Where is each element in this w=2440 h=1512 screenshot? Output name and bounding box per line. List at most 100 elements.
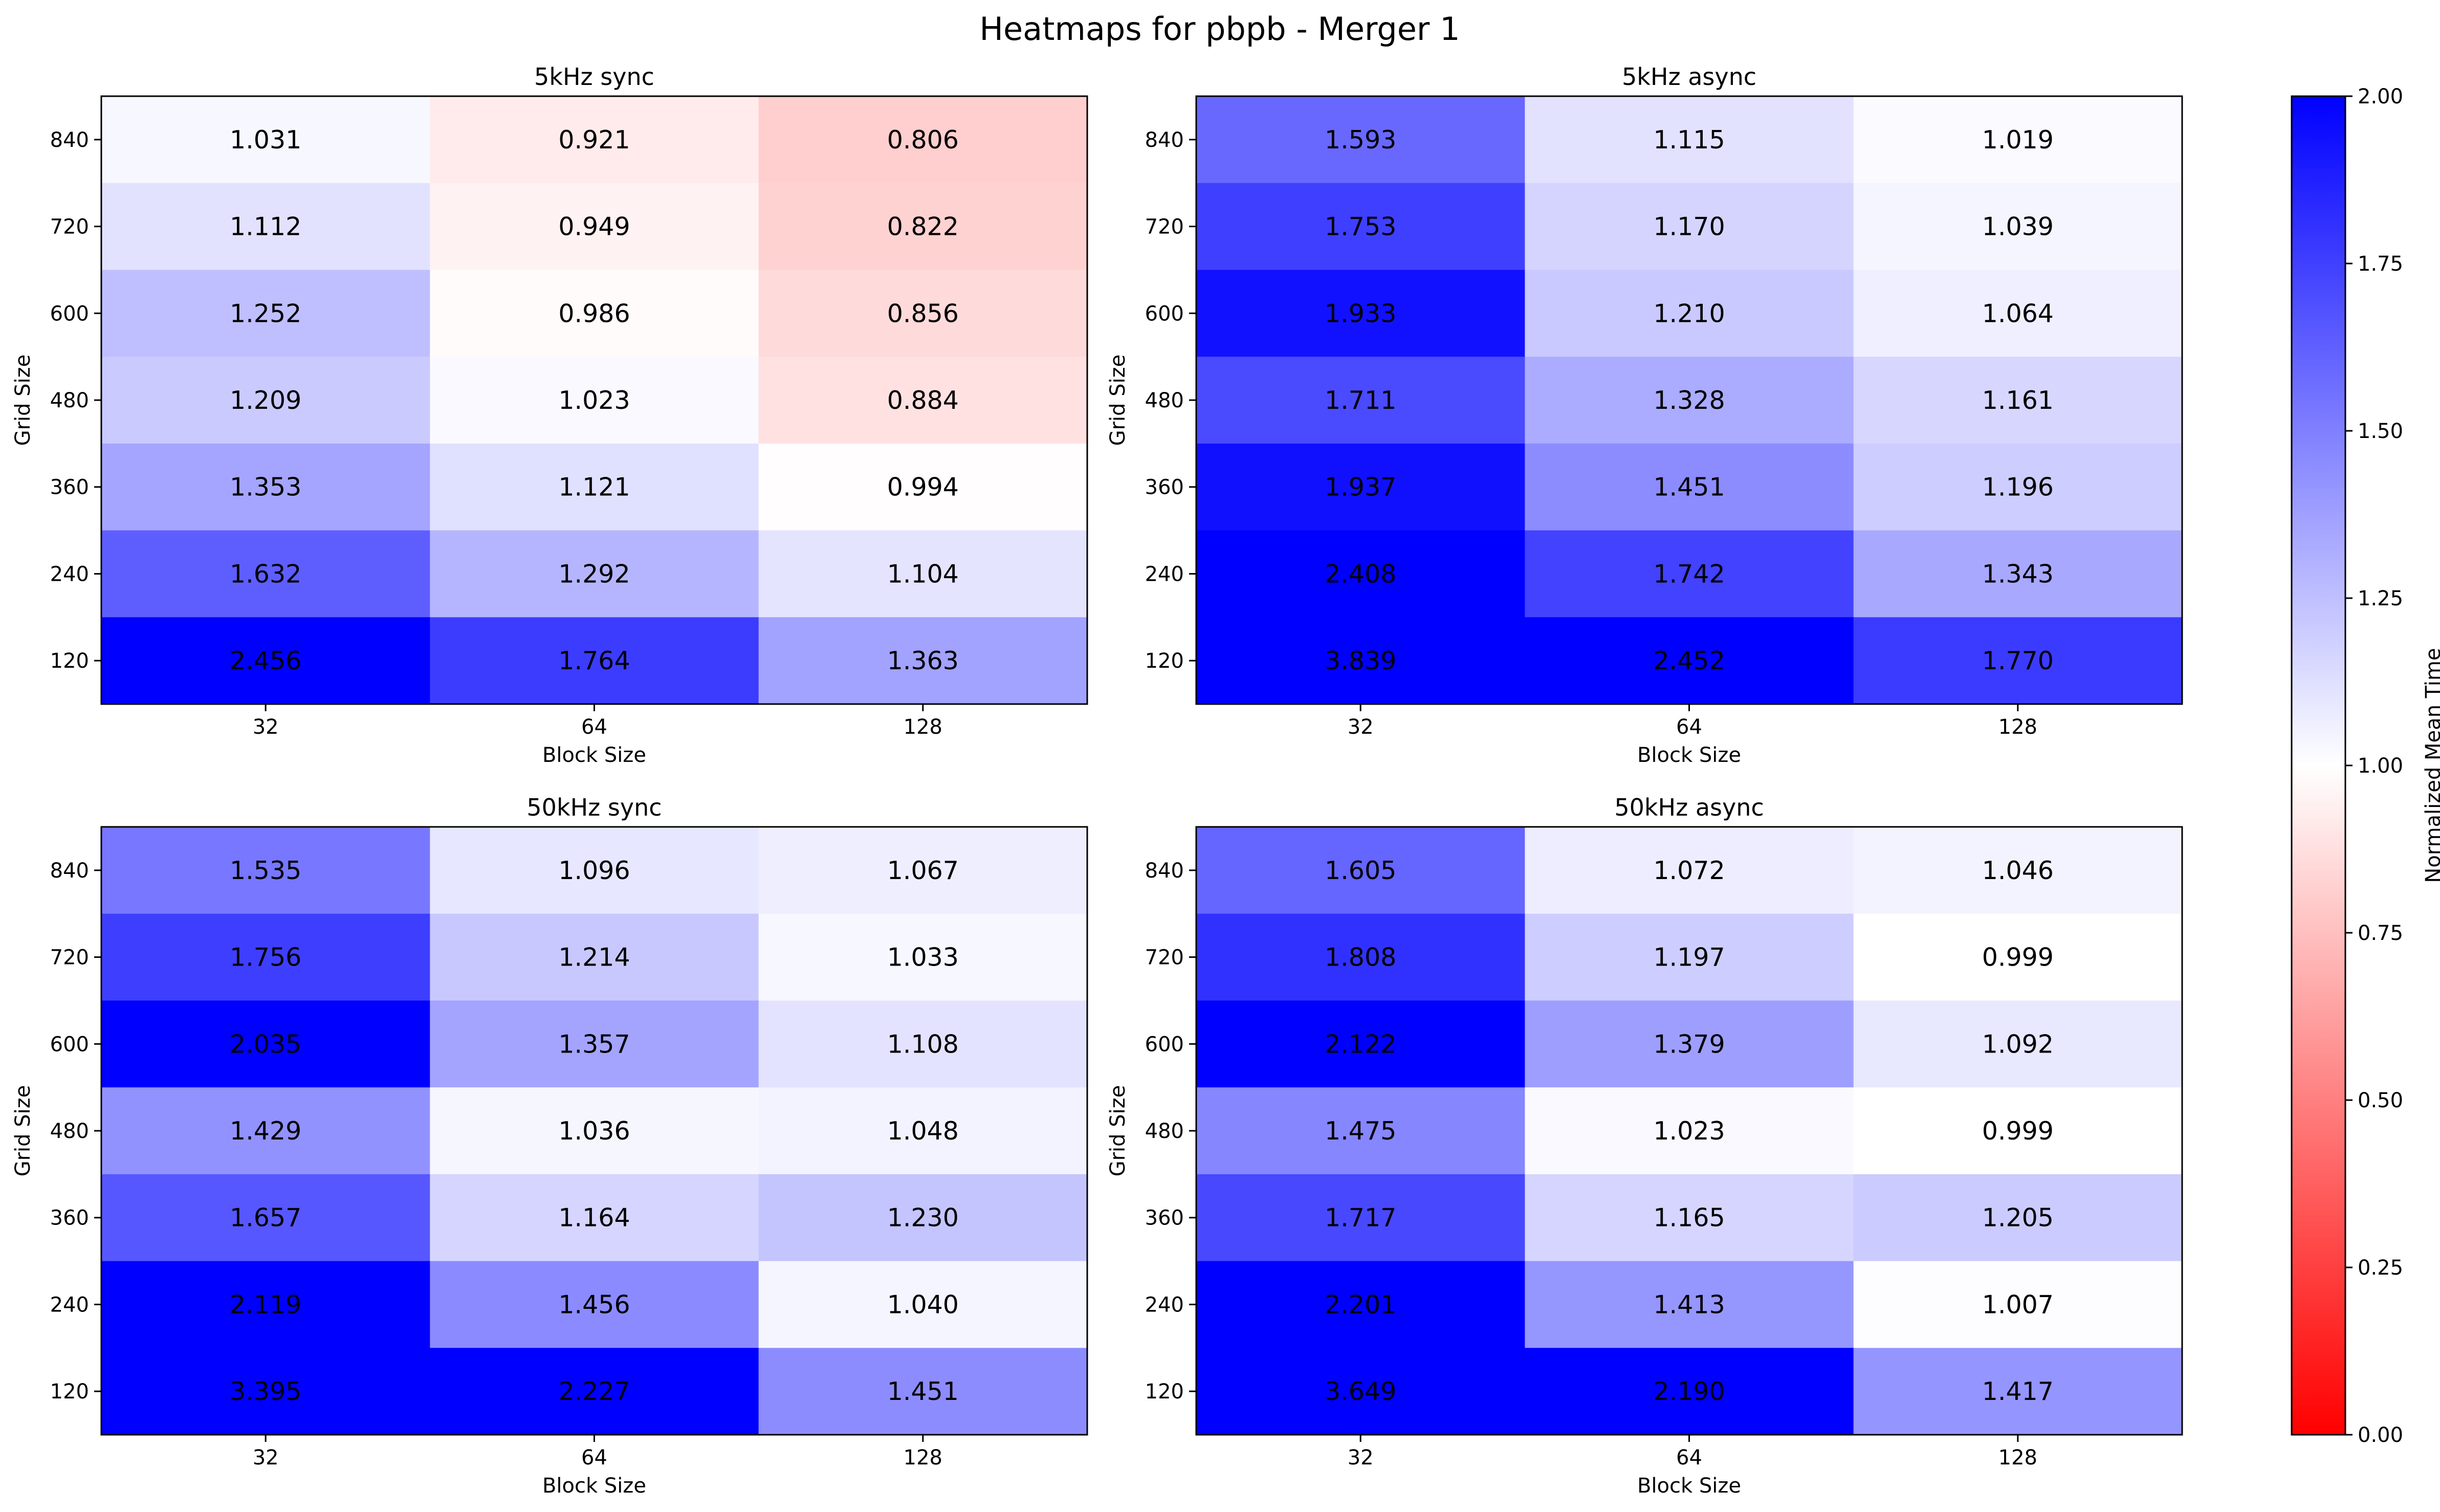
- cell-value-label: 2.035: [230, 1029, 301, 1059]
- colorbar-tick-label: 1.75: [2358, 252, 2403, 276]
- cell-value-label: 1.475: [1325, 1116, 1396, 1146]
- cell-value-label: 2.122: [1325, 1029, 1396, 1059]
- heatmap-cell: [430, 530, 759, 618]
- heatmap-cell: [101, 1261, 431, 1349]
- x-axis-label: Block Size: [542, 743, 646, 767]
- y-tick-label: 720: [1145, 215, 1184, 239]
- heatmap-cell: [1853, 357, 2183, 444]
- y-axis-label: Grid Size: [1106, 1085, 1130, 1177]
- y-tick-label: 360: [1145, 1207, 1184, 1230]
- colorbar-label: Normalized Mean Time: [2422, 648, 2440, 883]
- cell-value-label: 1.379: [1653, 1029, 1725, 1059]
- cell-value-label: 1.808: [1325, 943, 1396, 972]
- cell-value-label: 1.197: [1653, 943, 1725, 972]
- cell-value-label: 1.413: [1653, 1290, 1725, 1319]
- heatmap-panel-2: 1.593 1.115 1.019 1.753 1.170 1.039 1.933 1.210…: [1106, 63, 2183, 767]
- y-tick-label: 240: [50, 1293, 89, 1317]
- y-tick-label: 480: [50, 389, 89, 412]
- colorbar-tick-label: 1.00: [2358, 754, 2403, 778]
- heatmap-cell: [1853, 270, 2183, 357]
- colorbar-tick-label: 0.75: [2358, 922, 2403, 945]
- heatmap-cell: [1196, 443, 1526, 531]
- cell-value-label: 1.717: [1325, 1203, 1396, 1233]
- heatmap-cell: [758, 1174, 1088, 1262]
- heatmap-cell: [1196, 1348, 1526, 1435]
- figure-title: Heatmaps for pbpb - Merger 1: [979, 10, 1460, 48]
- heatmap-cell: [101, 827, 431, 914]
- heatmap-cell: [758, 1261, 1088, 1349]
- y-tick-label: 840: [1145, 128, 1184, 152]
- y-tick-label: 600: [50, 302, 89, 325]
- cell-value-label: 1.357: [558, 1029, 630, 1059]
- cell-value-label: 0.999: [1982, 1116, 2054, 1146]
- cell-value-label: 2.408: [1325, 559, 1396, 588]
- heatmap-cell: [1196, 1261, 1526, 1349]
- cell-value-label: 1.165: [1653, 1203, 1725, 1233]
- heatmap-cell: [758, 530, 1088, 618]
- cell-value-label: 1.023: [558, 386, 630, 415]
- y-axis-label: Grid Size: [11, 1085, 35, 1177]
- heatmap-cell: [1196, 183, 1526, 271]
- heatmap-cell: [1525, 96, 1854, 184]
- cell-value-label: 1.121: [558, 473, 630, 502]
- heatmap-cell: [1525, 913, 1854, 1001]
- cell-value-label: 2.190: [1653, 1377, 1725, 1406]
- heatmap-cell: [1853, 827, 2183, 914]
- y-tick-label: 120: [50, 649, 89, 673]
- heatmap-cell: [1525, 1348, 1854, 1435]
- y-tick-label: 480: [50, 1120, 89, 1143]
- cell-value-label: 1.230: [887, 1203, 959, 1233]
- y-tick-label: 840: [50, 128, 89, 152]
- cell-value-label: 1.711: [1325, 386, 1396, 415]
- heatmap-cell: [101, 1000, 431, 1088]
- cell-value-label: 3.395: [230, 1377, 301, 1406]
- cell-value-label: 3.839: [1325, 646, 1396, 675]
- colorbar-tick-label: 1.25: [2358, 587, 2403, 610]
- cell-value-label: 1.205: [1982, 1203, 2054, 1233]
- heatmap-cell: [101, 270, 431, 357]
- heatmap-cell: [1853, 96, 2183, 184]
- cell-value-label: 1.039: [1982, 212, 2054, 242]
- cell-value-label: 1.007: [1982, 1290, 2054, 1319]
- cell-value-label: 2.227: [558, 1377, 630, 1406]
- y-tick-label: 120: [50, 1380, 89, 1404]
- cell-value-label: 0.856: [887, 299, 959, 328]
- heatmap-cell: [758, 913, 1088, 1001]
- heatmap-cell: [430, 357, 759, 444]
- x-tick-label: 32: [1348, 1446, 1374, 1470]
- cell-value-label: 1.363: [887, 646, 959, 675]
- cell-value-label: 0.806: [887, 125, 959, 155]
- heatmap-cell: [1525, 1261, 1854, 1349]
- cell-value-label: 1.593: [1325, 125, 1396, 155]
- cell-value-label: 1.115: [1653, 125, 1725, 155]
- cell-value-label: 2.119: [230, 1290, 301, 1319]
- cell-value-label: 1.292: [558, 559, 630, 588]
- cell-value-label: 1.343: [1982, 559, 2054, 588]
- cell-value-label: 1.770: [1982, 646, 2054, 675]
- x-tick-label: 64: [581, 715, 607, 739]
- cell-value-label: 0.986: [558, 299, 630, 328]
- colorbar-tick-label: 0.25: [2358, 1256, 2403, 1280]
- heatmap-cell: [1853, 443, 2183, 531]
- heatmap-cell: [1196, 96, 1526, 184]
- heatmap-cell: [101, 183, 431, 271]
- heatmap-cell: [758, 96, 1088, 184]
- cell-value-label: 1.451: [887, 1377, 959, 1406]
- heatmap-cell: [430, 183, 759, 271]
- colorbar-tick-label: 0.50: [2358, 1089, 2403, 1112]
- heatmap-cell: [1196, 1174, 1526, 1262]
- cell-value-label: 1.756: [230, 943, 301, 972]
- heatmap-cell: [758, 1000, 1088, 1088]
- heatmap-panel-3: 1.535 1.096 1.067 1.756 1.214 1.033 2.035 1.357…: [11, 794, 1088, 1498]
- cell-value-label: 1.252: [230, 299, 301, 328]
- y-tick-label: 480: [1145, 389, 1184, 412]
- cell-value-label: 1.019: [1982, 125, 2054, 155]
- y-tick-label: 360: [50, 1207, 89, 1230]
- cell-value-label: 0.884: [887, 386, 959, 415]
- heatmap-cell: [430, 443, 759, 531]
- heatmap-panel-1: 1.031 0.921 0.806 1.112 0.949 0.822 1.252 0.986…: [11, 63, 1088, 767]
- cell-value-label: 1.196: [1982, 473, 2054, 502]
- heatmap-cell: [1853, 1000, 2183, 1088]
- cell-value-label: 1.033: [887, 943, 959, 972]
- cell-value-label: 1.096: [558, 856, 630, 885]
